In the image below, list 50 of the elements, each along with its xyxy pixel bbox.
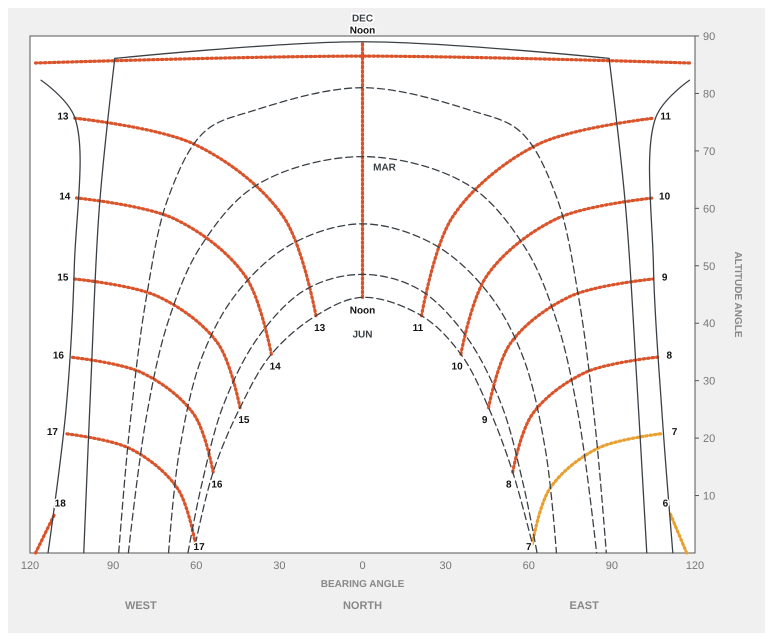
series-label: 15 <box>57 272 69 284</box>
y-tick-label: 80 <box>703 88 716 100</box>
x-tick-label: 120 <box>20 560 40 572</box>
y-tick-label: 30 <box>703 376 716 388</box>
text: 13 <box>314 323 326 334</box>
text: 11 <box>412 323 424 334</box>
x-tick-label: 90 <box>606 560 618 572</box>
series-label: 16 <box>52 350 64 362</box>
series-label: 8 <box>506 479 512 490</box>
y-tick-label: 10 <box>703 490 716 503</box>
series-label: 10 <box>659 191 671 202</box>
series-label: MAR <box>373 162 397 174</box>
series-label: DEC <box>352 14 374 25</box>
text: WEST <box>124 600 157 612</box>
y-axis-title: ALTITUDE ANGLE <box>732 251 743 338</box>
x-tick-label: 60 <box>522 560 535 572</box>
y-tick-label: 40 <box>703 318 716 330</box>
y-tick-label: 90 <box>703 31 716 43</box>
x-tick-label: 60 <box>190 560 202 572</box>
series-label: 6 <box>662 498 669 510</box>
text: 14 <box>270 362 281 373</box>
series-label: 7 <box>526 542 532 553</box>
x-tick-label: 30 <box>440 560 452 572</box>
y-tick-label: 60 <box>703 203 716 216</box>
text: 17 <box>46 426 58 438</box>
text: Noon <box>350 305 376 316</box>
y-tick-label: 70 <box>703 146 716 158</box>
x-tick-label: 30 <box>273 560 286 572</box>
text: 16 <box>211 479 223 490</box>
text: 9 <box>662 272 668 284</box>
x-tick-label: 120 <box>686 560 704 572</box>
text: JUN <box>352 329 373 340</box>
text: 15 <box>238 415 250 426</box>
series-label: 9 <box>482 415 488 426</box>
series-label: 17 <box>194 542 206 553</box>
text: 8 <box>666 350 672 362</box>
y-tick-label: 20 <box>703 433 716 446</box>
series-label: 14 <box>59 192 71 203</box>
series-label: 11 <box>660 111 672 122</box>
text: NORTH <box>342 600 382 612</box>
text: 10 <box>452 362 463 373</box>
x-tick-label: 0 <box>359 560 366 572</box>
y-tick-label: 50 <box>703 260 716 273</box>
text: EAST <box>569 600 600 612</box>
x-tick-label: 90 <box>107 560 120 572</box>
series-label: Noon <box>350 26 376 37</box>
series-label: 13 <box>57 112 69 123</box>
x-axis-title: BEARING ANGLE <box>320 579 405 590</box>
text: 7 <box>672 426 678 438</box>
series-label: 18 <box>54 498 66 510</box>
